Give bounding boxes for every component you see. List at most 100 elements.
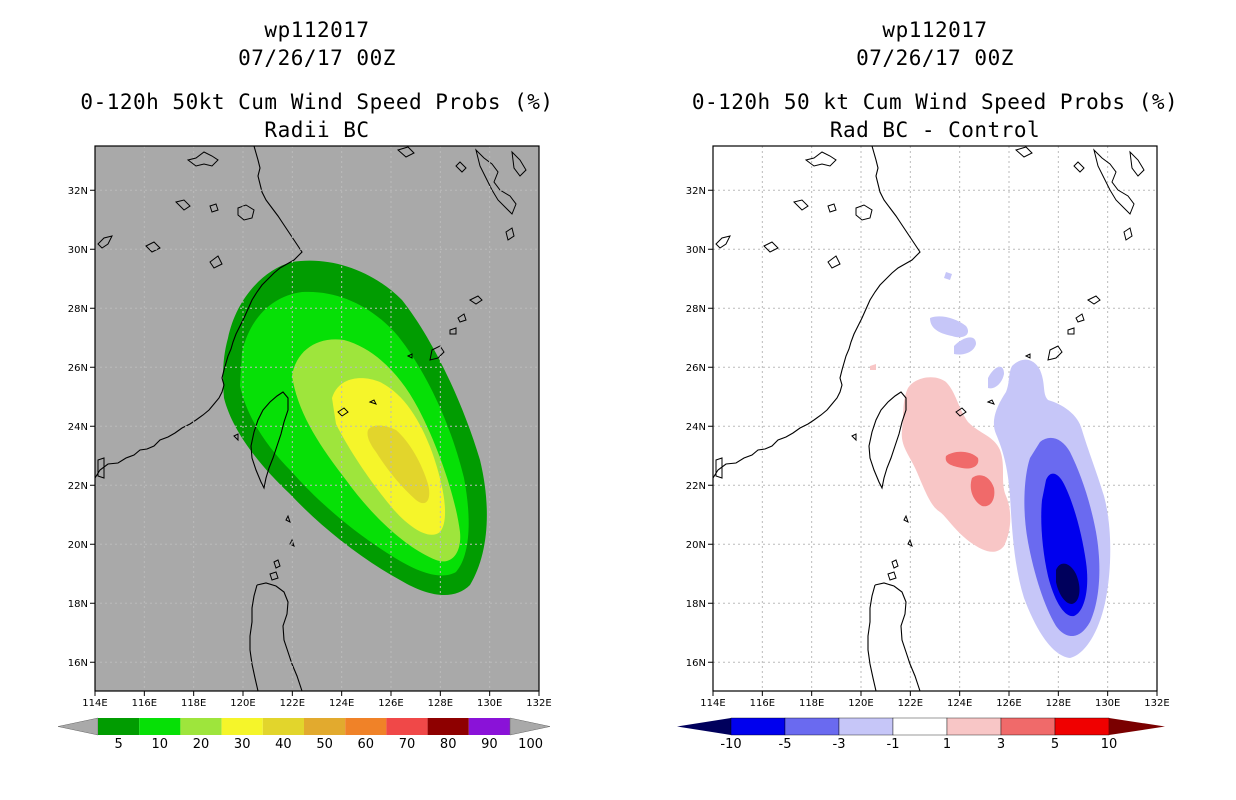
lon-tick-label: 120E <box>230 698 255 709</box>
right-axis-labels: 114E 116E 118E 120E 122E 124E 126E 128E 130E 132E… <box>686 186 1170 709</box>
lat-tick-label: 32N <box>686 186 706 197</box>
lon-tick-label: 118E <box>799 698 824 709</box>
colorbar-label: 80 <box>440 737 457 752</box>
left-product-title: 0-120h 50kt Cum Wind Speed Probs (%) <box>80 90 554 114</box>
lat-tick-label: 32N <box>68 186 88 197</box>
colorbar-label: 50 <box>316 737 333 752</box>
colorbar-swatch <box>1054 717 1110 736</box>
lon-tick-label: 132E <box>1144 698 1169 709</box>
right-diff-pos1-b <box>870 364 876 370</box>
colorbar-high-extend <box>509 717 551 736</box>
lat-tick-label: 28N <box>68 304 88 315</box>
colorbar-swatch <box>784 717 840 736</box>
colorbar-swatch <box>304 718 346 735</box>
colorbar-label: 1 <box>943 737 951 752</box>
colorbar-swatch <box>139 718 181 735</box>
colorbar-label: -3 <box>833 737 846 752</box>
right-diff-neg1-d <box>988 366 1004 389</box>
left-subtitle: Radii BC <box>264 118 370 142</box>
right-map-frame <box>712 145 1158 692</box>
colorbar-label: 100 <box>518 737 543 752</box>
left-grid <box>95 146 539 691</box>
right-diff-neg1-c <box>954 337 976 355</box>
colorbar-label: 90 <box>481 737 498 752</box>
lon-tick-label: 130E <box>1095 698 1120 709</box>
lat-tick-label: 24N <box>686 422 706 433</box>
lat-tick-label: 26N <box>686 363 706 374</box>
left-datetime: 07/26/17 00Z <box>238 46 396 70</box>
lon-tick-label: 116E <box>132 698 157 709</box>
lat-tick-label: 28N <box>686 304 706 315</box>
lon-tick-label: 118E <box>181 698 206 709</box>
colorbar-swatch <box>427 718 469 735</box>
lon-tick-label: 132E <box>526 698 551 709</box>
lon-tick-label: 122E <box>898 698 923 709</box>
right-diff-neg1-b <box>930 316 969 338</box>
lon-tick-label: 114E <box>700 698 725 709</box>
lon-tick-label: 130E <box>477 698 502 709</box>
colorbar-label: 70 <box>399 737 416 752</box>
colorbar-label: 20 <box>193 737 210 752</box>
colorbar-swatch <box>468 718 510 735</box>
right-diff-neg10 <box>1056 563 1080 604</box>
lon-tick-label: 126E <box>378 698 403 709</box>
colorbar-label: 5 <box>114 737 122 752</box>
lat-tick-label: 26N <box>68 363 88 374</box>
colorbar-swatch <box>386 718 428 735</box>
colorbar-label: 30 <box>234 737 251 752</box>
right-subtitle: Rad BC - Control <box>829 118 1041 142</box>
right-storm-id: wp112017 <box>882 18 988 42</box>
right-diff-pos3-a <box>945 451 979 469</box>
lat-tick-label: 18N <box>686 599 706 610</box>
colorbar-swatch <box>730 717 786 736</box>
lat-tick-label: 20N <box>686 540 706 551</box>
lat-tick-label: 16N <box>68 658 88 669</box>
colorbar-swatch <box>221 718 263 735</box>
left-axis-labels: 114E 116E 118E 120E 122E 124E 126E 128E 130E 132E… <box>68 186 552 709</box>
right-diff-pos3-b <box>970 475 995 507</box>
lat-tick-label: 20N <box>68 540 88 551</box>
lon-tick-label: 116E <box>750 698 775 709</box>
lon-tick-label: 128E <box>1046 698 1071 709</box>
colorbar-swatch <box>838 717 894 736</box>
right-map <box>713 146 1157 691</box>
lon-tick-label: 114E <box>82 698 107 709</box>
lat-tick-label: 22N <box>686 481 706 492</box>
left-map <box>95 146 539 691</box>
lat-tick-label: 24N <box>68 422 88 433</box>
left-storm-id: wp112017 <box>264 18 370 42</box>
lat-tick-label: 22N <box>68 481 88 492</box>
colorbar-swatch <box>892 717 948 736</box>
left-map-frame <box>94 145 540 692</box>
lon-tick-label: 124E <box>947 698 972 709</box>
lon-tick-label: 124E <box>329 698 354 709</box>
right-datetime: 07/26/17 00Z <box>856 46 1014 70</box>
lat-tick-label: 18N <box>68 599 88 610</box>
colorbar-label: 10 <box>152 737 169 752</box>
lon-tick-label: 120E <box>848 698 873 709</box>
colorbar-label: 5 <box>1051 737 1059 752</box>
lat-tick-label: 16N <box>686 658 706 669</box>
colorbar-label: 10 <box>1101 737 1118 752</box>
left-prob-40 <box>367 425 430 504</box>
right-product-title: 0-120h 50 kt Cum Wind Speed Probs (%) <box>691 90 1179 114</box>
lat-tick-label: 30N <box>68 245 88 256</box>
colorbar-swatch <box>946 717 1002 736</box>
lon-tick-label: 126E <box>996 698 1021 709</box>
colorbar-label: 40 <box>275 737 292 752</box>
colorbar-label: -10 <box>720 737 741 752</box>
colorbar-label: -5 <box>779 737 792 752</box>
lon-tick-label: 128E <box>428 698 453 709</box>
colorbar-swatch <box>1000 717 1056 736</box>
colorbar-swatch <box>262 718 304 735</box>
colorbar-low-extend <box>57 717 99 736</box>
right-colorbar: -10 -5 -3 -1 1 3 5 10 <box>677 717 1165 752</box>
lat-tick-label: 30N <box>686 245 706 256</box>
colorbar-low-extend <box>677 718 731 735</box>
colorbar-swatch <box>180 718 222 735</box>
left-colorbar: 5 10 20 30 40 50 60 70 80 90 100 <box>57 717 551 752</box>
colorbar-high-extend <box>1109 718 1165 735</box>
lon-tick-label: 122E <box>280 698 305 709</box>
colorbar-label: 3 <box>997 737 1005 752</box>
